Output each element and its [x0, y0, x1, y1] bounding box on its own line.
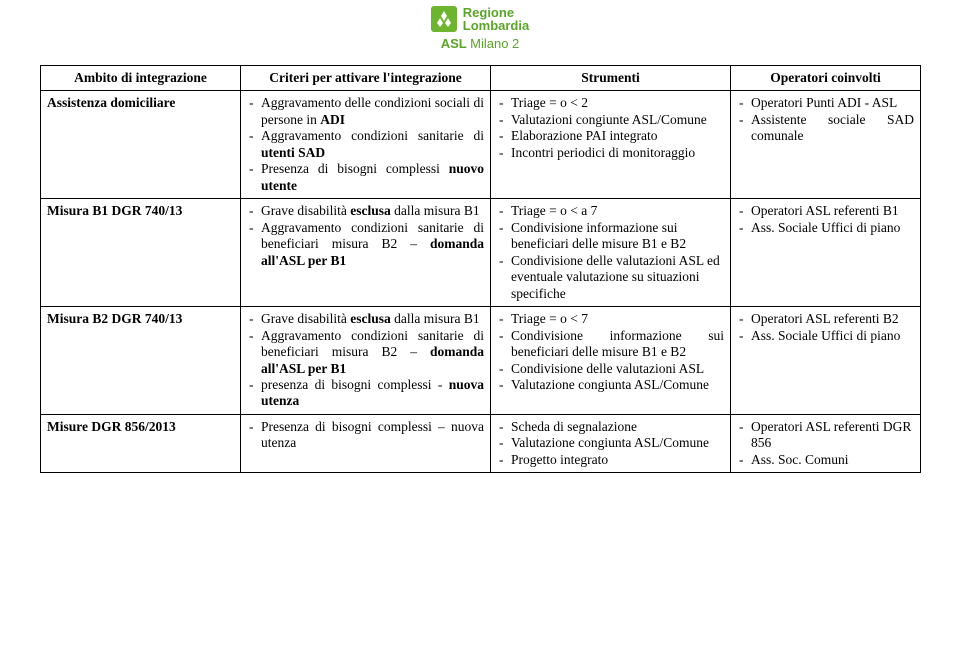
- row-label: Misura B1 DGR 740/13: [41, 199, 241, 307]
- table-row: Misure DGR 856/2013 Presenza di bisogni …: [41, 414, 921, 472]
- criteri-cell: Grave disabilità esclusa dalla misura B1…: [241, 199, 491, 307]
- list-item: Condivisione delle valutazioni ASL: [497, 361, 724, 377]
- strumenti-cell: Triage = o < a 7 Condivisione informazio…: [491, 199, 731, 307]
- list-item: Triage = o < 2: [497, 95, 724, 111]
- operatori-cell: Operatori ASL referenti DGR 856 Ass. Soc…: [731, 414, 921, 472]
- list-item: Elaborazione PAI integrato: [497, 128, 724, 144]
- list-item: Condivisione informazione sui beneficiar…: [497, 328, 724, 361]
- row-label: Assistenza domiciliare: [41, 91, 241, 199]
- list-item: Scheda di segnalazione: [497, 419, 724, 435]
- list-item: Valutazione congiunta ASL/Comune: [497, 435, 724, 451]
- list-item: Triage = o < a 7: [497, 203, 724, 219]
- list-item: Ass. Sociale Uffici di piano: [737, 220, 914, 236]
- list-item: Aggravamento delle condizioni sociali di…: [247, 95, 484, 128]
- asl-name: ASL Milano 2: [441, 36, 520, 51]
- list-item: Aggravamento condizioni sanitarie di ben…: [247, 328, 484, 377]
- list-item: Aggravamento condizioni sanitarie di ute…: [247, 128, 484, 161]
- region-name: Regione Lombardia: [463, 6, 529, 32]
- table-row: Misura B2 DGR 740/13 Grave disabilità es…: [41, 307, 921, 415]
- strumenti-cell: Triage = o < 2 Valutazioni congiunte ASL…: [491, 91, 731, 199]
- list-item: Assistente sociale SAD comunale: [737, 112, 914, 145]
- page: Regione Lombardia ASL Milano 2 Ambito di…: [0, 0, 960, 652]
- strumenti-cell: Triage = o < 7 Condivisione informazione…: [491, 307, 731, 415]
- row-label: Misura B2 DGR 740/13: [41, 307, 241, 415]
- list-item: Operatori ASL referenti DGR 856: [737, 419, 914, 452]
- criteri-cell: Aggravamento delle condizioni sociali di…: [241, 91, 491, 199]
- list-item: Ass. Sociale Uffici di piano: [737, 328, 914, 344]
- operatori-cell: Operatori ASL referenti B1 Ass. Sociale …: [731, 199, 921, 307]
- table-row: Misura B1 DGR 740/13 Grave disabilità es…: [41, 199, 921, 307]
- row-label: Misure DGR 856/2013: [41, 414, 241, 472]
- header-ambito: Ambito di integrazione: [41, 66, 241, 91]
- list-item: Presenza di bisogni complessi nuovo uten…: [247, 161, 484, 194]
- document-header: Regione Lombardia ASL Milano 2: [40, 6, 920, 51]
- criteri-cell: Presenza di bisogni complessi – nuova ut…: [241, 414, 491, 472]
- list-item: Progetto integrato: [497, 452, 724, 468]
- region-line2: Lombardia: [463, 19, 529, 32]
- list-item: Grave disabilità esclusa dalla misura B1: [247, 203, 484, 219]
- logo-row: Regione Lombardia: [431, 6, 529, 32]
- list-item: Valutazioni congiunte ASL/Comune: [497, 112, 724, 128]
- list-item: Triage = o < 7: [497, 311, 724, 327]
- list-item: Incontri periodici di monitoraggio: [497, 145, 724, 161]
- header-criteri: Criteri per attivare l'integrazione: [241, 66, 491, 91]
- asl-sub: Milano 2: [470, 36, 519, 51]
- list-item: Operatori Punti ADI - ASL: [737, 95, 914, 111]
- criteri-cell: Grave disabilità esclusa dalla misura B1…: [241, 307, 491, 415]
- list-item: Operatori ASL referenti B1: [737, 203, 914, 219]
- strumenti-cell: Scheda di segnalazione Valutazione congi…: [491, 414, 731, 472]
- list-item: presenza di bisogni complessi - nuova ut…: [247, 377, 484, 410]
- operatori-cell: Operatori ASL referenti B2 Ass. Sociale …: [731, 307, 921, 415]
- list-item: Operatori ASL referenti B2: [737, 311, 914, 327]
- list-item: Condivisione informazione sui beneficiar…: [497, 220, 724, 253]
- list-item: Condivisione delle valutazioni ASL ed ev…: [497, 253, 724, 302]
- operatori-cell: Operatori Punti ADI - ASL Assistente soc…: [731, 91, 921, 199]
- list-item: Presenza di bisogni complessi – nuova ut…: [247, 419, 484, 452]
- header-operatori: Operatori coinvolti: [731, 66, 921, 91]
- asl-bold: ASL: [441, 36, 467, 51]
- list-item: Aggravamento condizioni sanitarie di ben…: [247, 220, 484, 269]
- region-logo-icon: [431, 6, 457, 32]
- list-item: Ass. Soc. Comuni: [737, 452, 914, 468]
- table-row: Assistenza domiciliare Aggravamento dell…: [41, 91, 921, 199]
- table-body: Assistenza domiciliare Aggravamento dell…: [41, 91, 921, 473]
- table-header-row: Ambito di integrazione Criteri per attiv…: [41, 66, 921, 91]
- integration-table: Ambito di integrazione Criteri per attiv…: [40, 65, 921, 473]
- list-item: Grave disabilità esclusa dalla misura B1: [247, 311, 484, 327]
- list-item: Valutazione congiunta ASL/Comune: [497, 377, 724, 393]
- header-strumenti: Strumenti: [491, 66, 731, 91]
